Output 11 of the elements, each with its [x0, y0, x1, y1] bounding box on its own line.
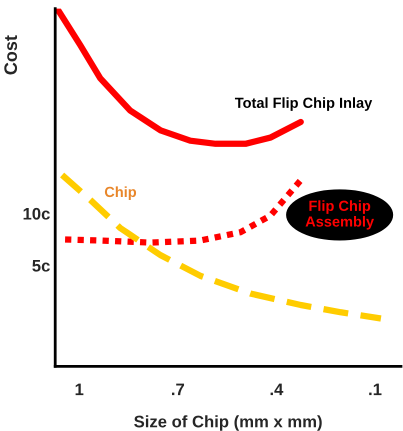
x-tick-label: .7: [172, 384, 184, 396]
y-tick-label: 10c: [24, 208, 50, 220]
x-tick-label: .1: [369, 384, 382, 396]
x-axis-title: Size of Chip (mm x mm): [134, 415, 322, 431]
series-label: Total Flip Chip Inlay: [234, 97, 372, 111]
series-label: Chip: [104, 186, 136, 200]
x-tick-label: 1: [76, 384, 84, 396]
y-tick-label: 5c: [32, 260, 50, 272]
series-label: Flip Chip Assembly: [306, 200, 374, 230]
y-axis-title: Cost: [4, 35, 18, 74]
x-tick-label: .4: [270, 384, 284, 396]
